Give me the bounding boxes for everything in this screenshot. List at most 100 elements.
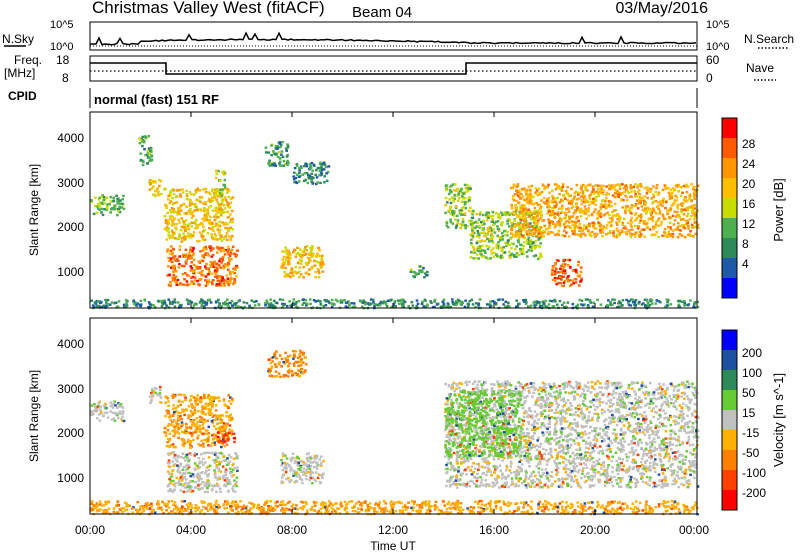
power-cell xyxy=(364,303,367,305)
power-cell xyxy=(537,238,540,240)
power-cell xyxy=(527,226,530,228)
velocity-cell xyxy=(185,426,188,428)
power-cell xyxy=(265,151,268,153)
power-cell xyxy=(506,244,509,246)
power-cell xyxy=(654,302,657,304)
power-cell xyxy=(580,203,583,205)
velocity-cell xyxy=(225,474,228,476)
power-cell xyxy=(216,267,219,269)
power-cell xyxy=(565,231,568,233)
power-panel xyxy=(90,112,700,310)
velocity-cell xyxy=(220,452,223,454)
velocity-cell xyxy=(236,485,239,487)
power-cell xyxy=(517,202,520,204)
power-cell xyxy=(193,264,196,266)
velocity-cell xyxy=(176,423,179,425)
power-cell xyxy=(654,211,657,213)
power-cell xyxy=(176,284,179,286)
power-cell xyxy=(191,222,194,224)
power-cell xyxy=(330,302,333,304)
power-cell xyxy=(556,271,559,273)
power-cell xyxy=(216,251,219,253)
velocity-cell xyxy=(305,363,308,365)
velocity-cell xyxy=(197,443,200,445)
power-cell xyxy=(670,303,673,305)
power-cell xyxy=(520,219,523,221)
power-cell xyxy=(424,272,427,274)
power-cell xyxy=(513,219,516,221)
power-cell xyxy=(190,261,193,263)
power-cell xyxy=(264,304,267,306)
power-cell xyxy=(167,265,170,267)
power-cell xyxy=(621,229,624,231)
power-cell xyxy=(593,211,596,213)
velocity-cell xyxy=(211,406,214,408)
power-cell xyxy=(504,301,507,303)
power-cell xyxy=(214,238,217,240)
power-cell xyxy=(372,301,375,303)
power-cell xyxy=(606,304,609,306)
power-cell xyxy=(477,250,480,252)
freq-label: Freq. xyxy=(14,53,42,67)
power-cell xyxy=(577,233,580,235)
velocity-cell xyxy=(181,401,184,403)
power-cell xyxy=(575,202,578,204)
power-cell xyxy=(610,205,613,207)
power-cell xyxy=(675,185,678,187)
power-cell xyxy=(296,247,299,249)
power-cell xyxy=(513,255,516,257)
power-cell xyxy=(642,228,645,230)
power-cell xyxy=(554,280,557,282)
power-cell xyxy=(446,222,449,224)
power-cell xyxy=(211,233,214,235)
power-cell xyxy=(627,229,630,231)
power-cell xyxy=(580,266,583,268)
power-cell xyxy=(629,210,632,212)
velocity-cell xyxy=(194,468,197,470)
velocity-cell xyxy=(286,457,289,459)
velocity-cell xyxy=(232,485,235,487)
power-cell xyxy=(481,227,484,229)
power-cell xyxy=(479,250,482,252)
power-cell xyxy=(198,240,201,242)
power-cell xyxy=(282,304,285,306)
power-cell xyxy=(669,195,672,197)
power-cell xyxy=(457,193,460,195)
velocity-cell xyxy=(229,416,232,418)
power-cell xyxy=(637,207,640,209)
velocity-cell xyxy=(206,452,209,454)
power-cell xyxy=(514,223,517,225)
power-cell xyxy=(657,208,660,210)
power-cell xyxy=(162,303,165,305)
power-cell xyxy=(547,204,550,206)
power-cell xyxy=(415,273,418,275)
power-cell xyxy=(612,232,615,234)
velocity-cell xyxy=(168,459,171,461)
power-cell xyxy=(191,225,194,227)
velocity-cell xyxy=(216,460,219,462)
velocity-cell xyxy=(196,437,199,439)
power-cell xyxy=(164,228,167,230)
velocity-cell xyxy=(281,358,284,360)
power-cell xyxy=(478,225,481,227)
power-cell xyxy=(522,299,525,301)
power-cell xyxy=(219,229,222,231)
power-cell xyxy=(508,244,511,246)
power-cell xyxy=(196,199,199,201)
power-cell xyxy=(305,163,308,165)
power-cell xyxy=(559,276,562,278)
velocity-cell xyxy=(208,469,211,471)
power-cell xyxy=(593,192,596,194)
power-cell xyxy=(166,212,169,214)
power-cell xyxy=(187,301,190,303)
power-cell xyxy=(208,220,211,222)
velocity-cell xyxy=(207,394,210,396)
power-heatmap-cells xyxy=(90,135,699,310)
power-cell xyxy=(279,142,282,144)
power-cell xyxy=(446,201,449,203)
power-cell xyxy=(506,214,509,216)
power-cell xyxy=(455,227,458,229)
velocity-cell xyxy=(179,404,182,406)
power-cell xyxy=(594,204,597,206)
velocity-cell xyxy=(112,412,115,414)
